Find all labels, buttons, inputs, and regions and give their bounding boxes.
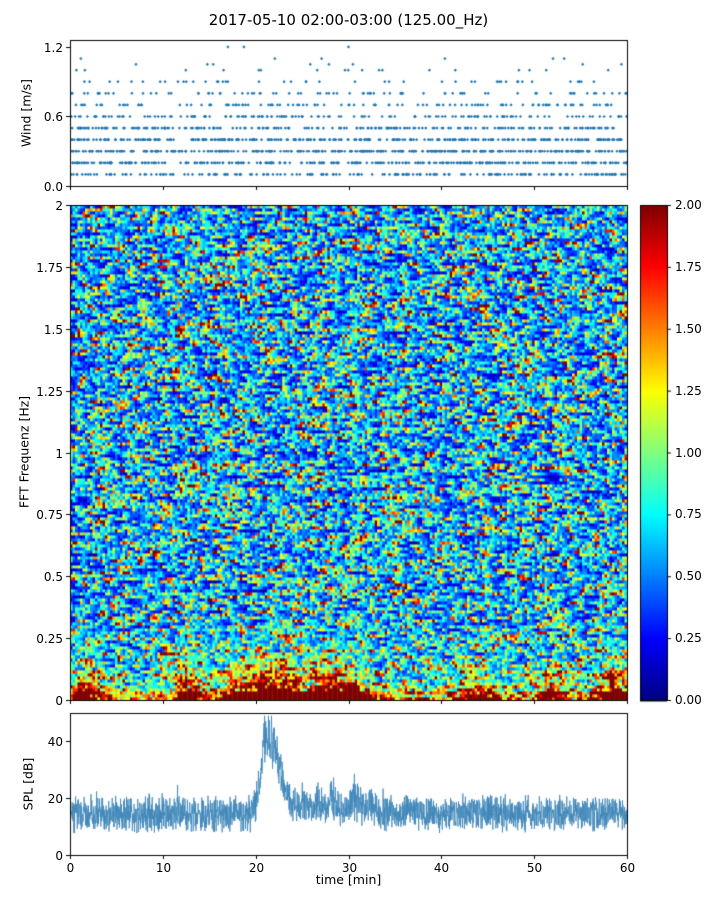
time-x-tick-label: 30 xyxy=(341,861,358,875)
colorbar-tick-label: 0.25 xyxy=(675,631,702,646)
wind-y-tick-label: 0.0 xyxy=(43,179,63,194)
fft-y-tick-label: 1.25 xyxy=(36,384,63,399)
wind-y-tick-label: 1.2 xyxy=(43,40,63,55)
colorbar-tick-label: 0.75 xyxy=(675,507,702,522)
fft-y-axis-label: FFT Frequenz [Hz] xyxy=(16,395,32,509)
spl-y-axis-label: SPL [dB] xyxy=(20,757,36,811)
time-x-tick-label: 60 xyxy=(619,861,636,875)
colorbar-tick-label: 2.00 xyxy=(675,198,702,212)
wind-y-axis-label: Wind [m/s] xyxy=(18,78,34,148)
time-x-tick-label: 0 xyxy=(66,861,75,875)
fft-y-tick-label: 1.5 xyxy=(43,322,63,337)
time-x-tick-label: 40 xyxy=(433,861,450,875)
colorbar-tick-label: 1.75 xyxy=(675,259,702,274)
colorbar-tick-label: 1.50 xyxy=(675,321,702,336)
spl-y-tick-label: 40 xyxy=(47,734,63,749)
time-x-tick-label: 20 xyxy=(248,861,265,875)
fft-y-tick-label: 2 xyxy=(55,198,63,213)
spl-y-tick-label: 0 xyxy=(55,848,63,863)
fft-y-tick-label: 0.25 xyxy=(36,631,63,646)
time-x-tick-label: 50 xyxy=(526,861,543,875)
spl-y-tick-label: 20 xyxy=(47,791,63,806)
colorbar-tick-label: 0.00 xyxy=(675,693,702,707)
figure-title: 2017-05-10 02:00-03:00 (125.00_Hz) xyxy=(208,11,489,29)
fft-y-tick-label: 1.75 xyxy=(36,260,63,275)
time-x-tick-label: 10 xyxy=(155,861,172,875)
fft-y-tick-label: 0.5 xyxy=(43,569,63,584)
fft-y-tick-label: 0.75 xyxy=(36,507,63,522)
fft-y-tick-label: 1 xyxy=(55,446,63,461)
colorbar-tick-label: 1.25 xyxy=(675,383,702,398)
fft-y-tick-label: 0 xyxy=(55,693,63,708)
wind-y-tick-label: 0.6 xyxy=(43,109,63,124)
x-axis-label: time [min] xyxy=(315,872,382,887)
colorbar-tick-label: 1.00 xyxy=(675,445,702,460)
colorbar-tick-label: 0.50 xyxy=(675,569,702,584)
